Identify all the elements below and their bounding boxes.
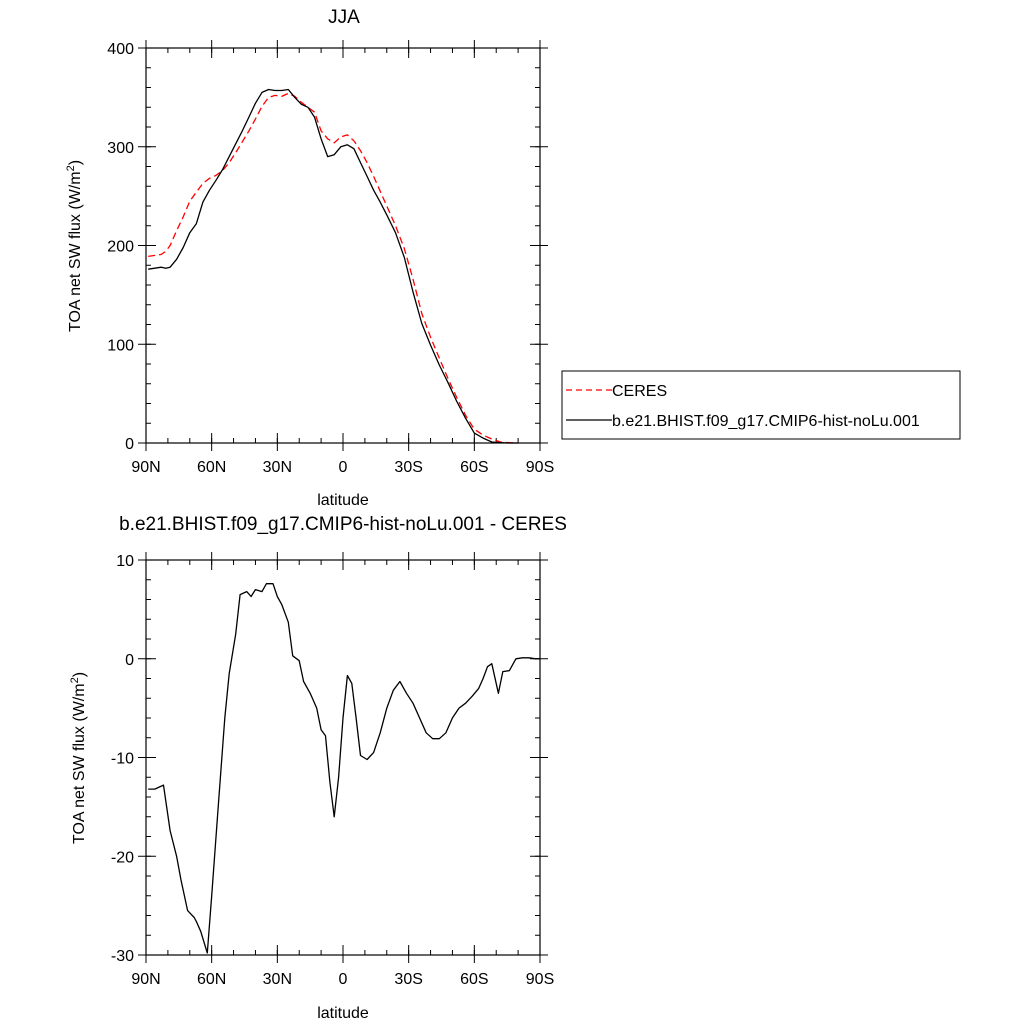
top-plot-frame (145, 47, 541, 444)
top-y-tick-label: 100 (107, 337, 134, 354)
top-x-tick-label: 0 (339, 459, 348, 476)
bottom-y-tick-label: -10 (111, 751, 134, 768)
bottom-x-tick-label: 90S (526, 971, 554, 988)
bottom-y-tick-label: 10 (116, 553, 134, 570)
legend-label-model: b.e21.BHIST.f09_g17.CMIP6-hist-noLu.001 (612, 413, 920, 430)
bottom-x-tick-label: 30S (394, 971, 422, 988)
top-x-tick-label: 90S (526, 459, 554, 476)
top-x-tick-label: 60S (460, 459, 488, 476)
bottom-x-tick-label: 90N (131, 971, 160, 988)
bottom-y-tick-label: -20 (111, 849, 134, 866)
top-axis-ticks: 90N 60N 30N 0 30S 60S 90S 0 100 200 300 400 (107, 40, 554, 476)
bottom-x-tick-label: 60S (460, 971, 488, 988)
bottom-x-axis-label: latitude (317, 1005, 369, 1022)
top-series-line-0 (148, 92, 519, 444)
bottom-axis-ticks: 90N 60N 30N 0 30S 60S 90S -30 -20 -10 0 10 (111, 552, 554, 988)
bottom-y-tick-label: 0 (125, 652, 134, 669)
bottom-plot-frame (145, 559, 541, 956)
legend: CERES b.e21.BHIST.f09_g17.CMIP6-hist-noL… (561, 370, 961, 440)
bottom-x-tick-label: 0 (339, 971, 348, 988)
top-x-tick-label: 60N (197, 459, 226, 476)
top-x-tick-label: 30S (394, 459, 422, 476)
top-x-axis-label: latitude (317, 492, 369, 509)
top-panel: JJA 90N 60N 30N 0 30S 60S 90S 0 100 200 300 400 lat… (65, 7, 554, 509)
bottom-y-tick-label: -30 (111, 948, 134, 965)
top-series-lines (148, 88, 519, 444)
bottom-y-axis-label: TOA net SW flux (W/m2) (69, 672, 88, 844)
top-y-tick-label: 200 (107, 239, 134, 256)
legend-box (561, 370, 961, 440)
top-series-line-1 (148, 88, 519, 444)
top-y-tick-label: 0 (125, 436, 134, 453)
bottom-x-tick-label: 30N (263, 971, 292, 988)
bottom-chart-title: b.e21.BHIST.f09_g17.CMIP6-hist-noLu.001 … (119, 514, 567, 535)
top-x-tick-label: 90N (131, 459, 160, 476)
bottom-panel: b.e21.BHIST.f09_g17.CMIP6-hist-noLu.001 … (69, 514, 567, 1022)
top-y-tick-label: 300 (107, 140, 134, 157)
top-chart-title: JJA (328, 7, 360, 28)
top-y-tick-label: 400 (107, 41, 134, 58)
top-y-axis-label: TOA net SW flux (W/m2) (65, 160, 84, 332)
top-x-tick-label: 30N (263, 459, 292, 476)
bottom-series-lines (148, 583, 540, 954)
bottom-series-line-0 (148, 583, 540, 954)
bottom-x-tick-label: 60N (197, 971, 226, 988)
legend-label-ceres: CERES (612, 383, 667, 400)
